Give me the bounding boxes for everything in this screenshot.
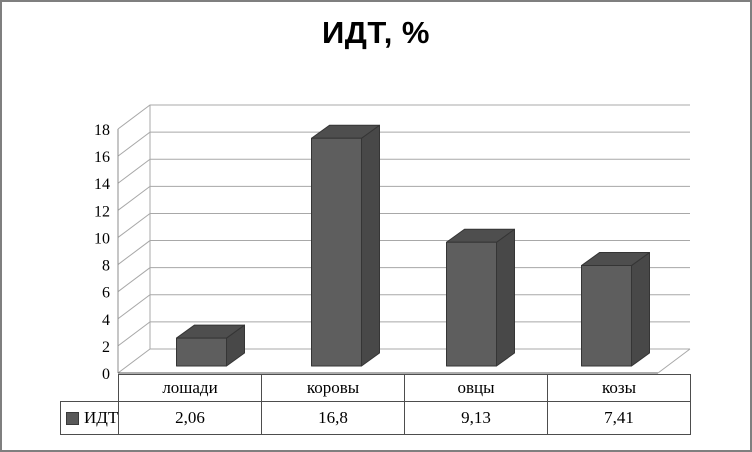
floor-right-edge <box>657 348 691 374</box>
bar-side-face <box>631 252 650 367</box>
legend-label: ИДТ <box>84 408 119 427</box>
value-cell: 2,06 <box>118 401 262 435</box>
value-cell: 7,41 <box>547 401 691 435</box>
category-cell: лошади <box>118 374 262 402</box>
bar-3 <box>581 252 650 367</box>
gridline <box>117 131 690 157</box>
gridline <box>117 104 690 130</box>
y-tick-label: 16 <box>94 149 110 166</box>
bar-2 <box>446 228 515 367</box>
legend-marker-icon <box>66 411 79 425</box>
legend-cell: ИДТ <box>60 401 119 435</box>
gridline <box>117 212 690 238</box>
bar-0 <box>176 324 245 367</box>
category-cell: козы <box>547 374 691 402</box>
y-tick-label: 6 <box>102 285 110 302</box>
y-tick-label: 4 <box>102 312 110 329</box>
chart-title: ИДТ, % <box>322 15 430 50</box>
gridline <box>117 185 690 211</box>
y-tick-label: 8 <box>102 258 110 275</box>
y-tick-label: 2 <box>102 339 110 356</box>
value-cell: 16,8 <box>261 401 405 435</box>
gridline <box>117 158 690 184</box>
bar-front-face <box>446 241 497 367</box>
y-tick-label: 14 <box>94 176 110 193</box>
bar-front-face <box>311 137 362 367</box>
y-tick-label: 12 <box>94 203 110 220</box>
value-cell: 9,13 <box>404 401 548 435</box>
bar-side-face <box>496 228 515 367</box>
bar-side-face <box>361 124 380 367</box>
y-tick-label: 18 <box>94 122 110 139</box>
bar-front-face <box>581 265 632 367</box>
bar-front-face <box>176 337 227 367</box>
category-cell: овцы <box>404 374 548 402</box>
y-tick-label: 10 <box>94 230 110 247</box>
category-cell: коровы <box>261 374 405 402</box>
bar-1 <box>311 124 380 367</box>
y-tick-label: 0 <box>102 366 110 383</box>
